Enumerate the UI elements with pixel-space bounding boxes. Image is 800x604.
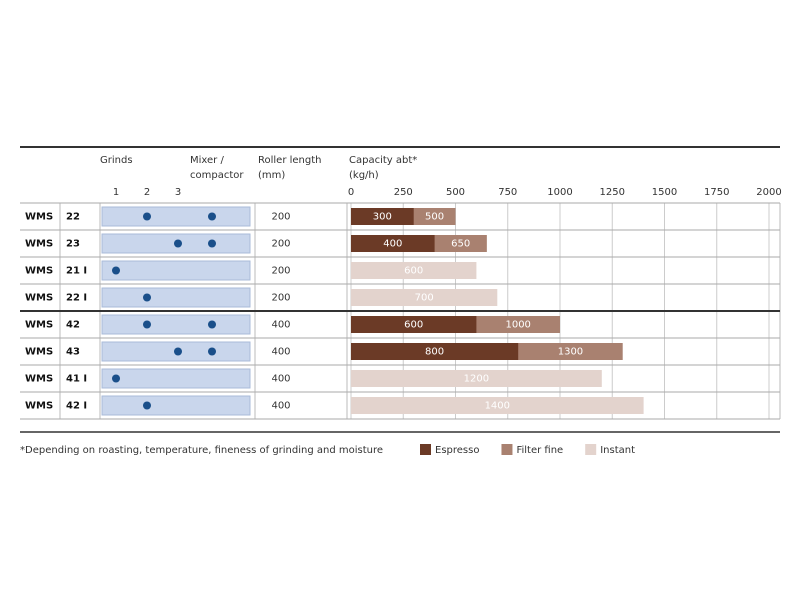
instant-bar <box>351 370 602 387</box>
x-tick-label: 500 <box>446 187 465 198</box>
roller-header: Roller length <box>258 155 322 166</box>
model-number: 41 I <box>66 374 87 385</box>
roller-length: 400 <box>271 320 290 331</box>
model-number: 43 <box>66 347 80 358</box>
grind-dot <box>174 347 182 356</box>
instant-bar <box>351 289 498 306</box>
legend-swatch <box>501 444 513 455</box>
mixer-header: compactor <box>190 170 244 181</box>
legend-swatch <box>585 444 597 455</box>
mixer-dot <box>208 239 216 248</box>
model: WMS <box>25 401 53 412</box>
grind-band <box>101 314 251 335</box>
instant-bar <box>351 262 477 279</box>
espresso-bar <box>351 316 477 333</box>
model-number: 42 I <box>66 401 87 412</box>
model-number: 42 <box>66 320 80 331</box>
instant-bar <box>351 397 644 414</box>
model: WMS <box>25 293 53 304</box>
x-tick-label: 750 <box>498 187 517 198</box>
legend-label: Espresso <box>435 445 479 456</box>
filter_fine-label: 500 <box>425 212 444 223</box>
espresso-bar <box>351 208 414 225</box>
grinds-header: Grinds <box>100 155 133 166</box>
roller-header: (mm) <box>258 170 285 181</box>
model-number: 22 I <box>66 293 87 304</box>
grind-band <box>101 260 251 281</box>
instant-label: 1400 <box>485 401 510 412</box>
espresso-bar <box>351 343 519 360</box>
roller-length: 200 <box>271 266 290 277</box>
instant-label: 700 <box>415 293 434 304</box>
grind-dot <box>143 401 151 410</box>
legend-swatch <box>420 444 431 455</box>
mixer-dot <box>208 212 216 221</box>
grind-band <box>101 395 251 416</box>
x-tick-label: 1750 <box>704 187 729 198</box>
instant-label: 1200 <box>464 374 489 385</box>
grind-band <box>101 368 251 389</box>
x-tick-label: 1250 <box>600 187 625 198</box>
footnote: *Depending on roasting, temperature, fin… <box>20 445 383 456</box>
roller-length: 200 <box>271 212 290 223</box>
espresso-label: 300 <box>373 212 392 223</box>
roller-length: 200 <box>271 239 290 250</box>
mixer-dot <box>208 347 216 356</box>
filter_fine-label: 1000 <box>505 320 530 331</box>
legend-label: Instant <box>600 445 635 456</box>
espresso-label: 400 <box>383 239 402 250</box>
model: WMS <box>25 320 53 331</box>
grind-dot <box>143 212 151 221</box>
grind-band <box>101 206 251 227</box>
model: WMS <box>25 374 53 385</box>
roller-length: 400 <box>271 401 290 412</box>
grind-dot <box>112 266 120 275</box>
grind-dot <box>143 320 151 329</box>
x-tick-label: 1000 <box>547 187 572 198</box>
espresso-label: 800 <box>425 347 444 358</box>
grind-tick-label: 2 <box>144 187 150 198</box>
x-tick-label: 0 <box>348 187 354 198</box>
grind-tick-label: 1 <box>113 187 119 198</box>
x-tick-label: 250 <box>394 187 413 198</box>
filter_fine-label: 1300 <box>558 347 583 358</box>
model: WMS <box>25 212 53 223</box>
model: WMS <box>25 266 53 277</box>
roller-length: 400 <box>271 374 290 385</box>
filter_fine-label: 650 <box>451 239 470 250</box>
espresso-label: 600 <box>404 320 423 331</box>
mixer-dot <box>208 320 216 329</box>
capacity-header: (kg/h) <box>349 170 379 181</box>
grind-dot <box>112 374 120 383</box>
model-number: 23 <box>66 239 80 250</box>
capacity-header: Capacity abt* <box>349 155 417 166</box>
instant-label: 600 <box>404 266 423 277</box>
grind-tick-label: 3 <box>175 187 181 198</box>
roller-length: 400 <box>271 347 290 358</box>
model: WMS <box>25 239 53 250</box>
legend-label: Filter fine <box>516 445 563 456</box>
grind-dot <box>174 239 182 248</box>
grind-dot <box>143 293 151 302</box>
x-tick-label: 2000 <box>756 187 781 198</box>
x-tick-label: 1500 <box>652 187 677 198</box>
model: WMS <box>25 347 53 358</box>
grind-band <box>101 287 251 308</box>
mixer-header: Mixer / <box>190 155 224 166</box>
model-number: 21 I <box>66 266 87 277</box>
roller-length: 200 <box>271 293 290 304</box>
model-number: 22 <box>66 212 80 223</box>
espresso-bar <box>351 235 435 252</box>
